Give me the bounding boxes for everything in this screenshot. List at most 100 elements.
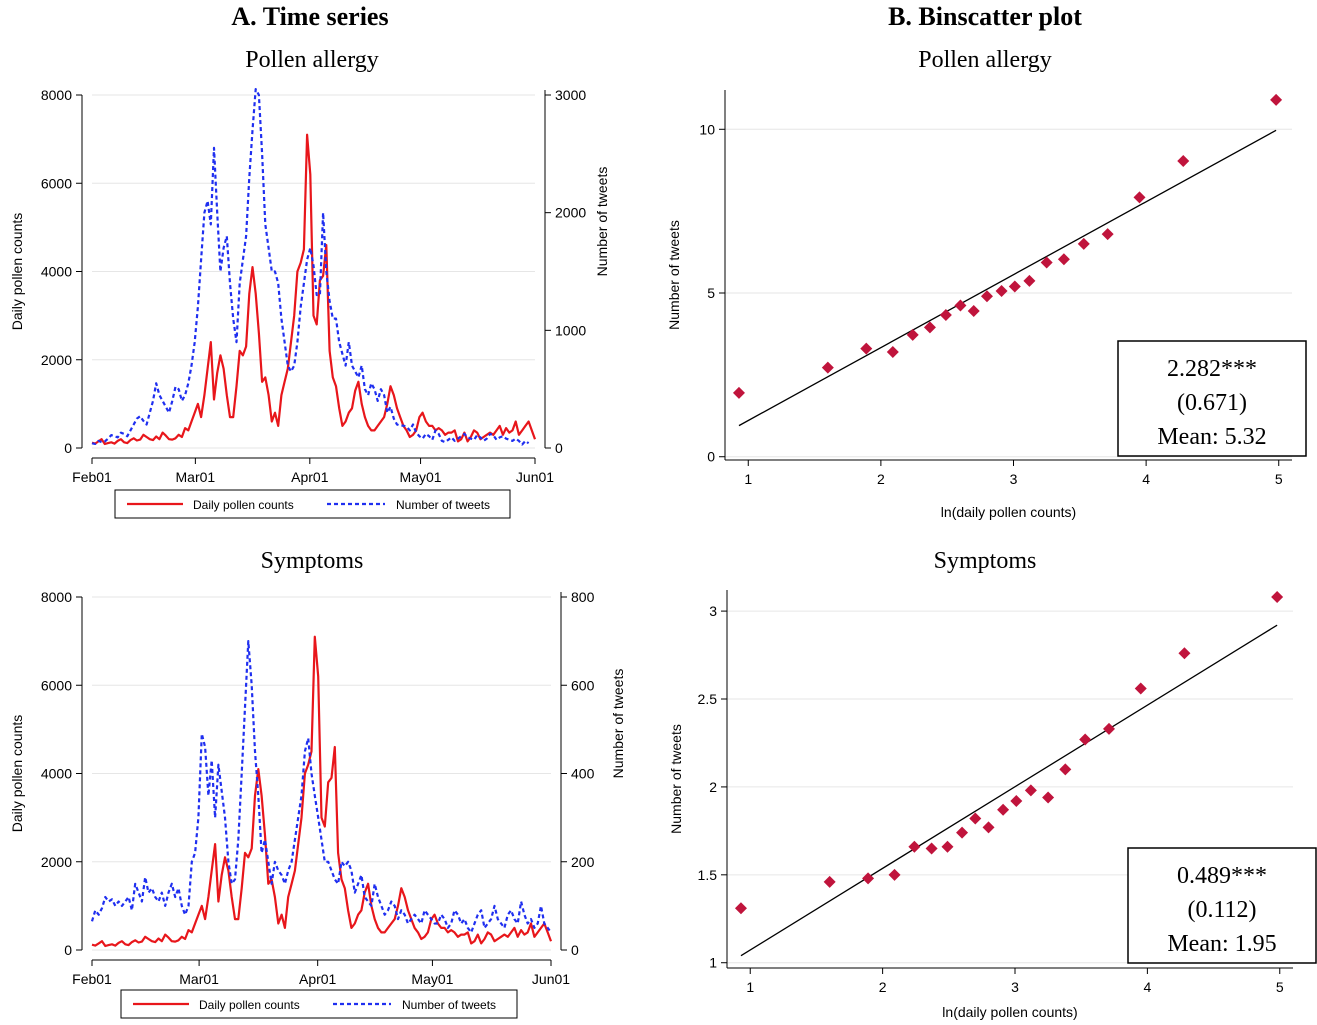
scatter-point (1079, 733, 1092, 746)
y2-axis-label: Number of tweets (594, 167, 610, 277)
scatter-point (734, 902, 747, 915)
annotation-se: (0.671) (1177, 390, 1247, 416)
y-tick-label: 6000 (41, 175, 72, 191)
y2-tick-label: 1000 (555, 322, 586, 338)
y-tick-label: 8000 (41, 87, 72, 103)
x-tick-label: 2 (879, 979, 887, 995)
legend-label-pollen: Daily pollen counts (193, 498, 294, 512)
scatter-point (1270, 93, 1283, 106)
series-line-tweets (90, 639, 552, 934)
scatter-point (1042, 791, 1055, 804)
scatter-point (1024, 784, 1037, 797)
scatter-point (1008, 280, 1021, 293)
legend-label-tweets: Number of tweets (402, 998, 496, 1012)
scatter-point (1101, 228, 1114, 241)
y2-tick-label: 400 (571, 766, 595, 782)
y2-tick-label: 600 (571, 677, 595, 693)
scatter-point (906, 328, 919, 341)
scatter-point (1178, 647, 1191, 660)
panel-b-header: B. Binscatter plot (888, 2, 1082, 31)
scatter-point (980, 290, 993, 303)
scatter-point (997, 803, 1010, 816)
x-tick-label: Mar01 (179, 971, 219, 987)
y2-tick-label: 3000 (555, 87, 586, 103)
y2-tick-label: 0 (571, 942, 579, 958)
y-tick-label: 0 (64, 440, 72, 456)
scatter-point (1040, 256, 1053, 269)
scatter-point (821, 361, 834, 374)
scatter-point (908, 840, 921, 853)
x-tick-label: 5 (1276, 979, 1284, 995)
series-line-pollen (91, 133, 537, 446)
x-tick-label: 1 (746, 979, 754, 995)
x-tick-label: Apr01 (299, 971, 337, 987)
legend-label-tweets: Number of tweets (396, 498, 490, 512)
scatter-point (1102, 722, 1115, 735)
y-tick-label: 4000 (41, 766, 72, 782)
annotation-mean: Mean: 5.32 (1157, 424, 1266, 450)
x-tick-label: 1 (744, 471, 752, 487)
annotation-box (1117, 340, 1307, 457)
scatter-point (995, 285, 1008, 298)
scatter-point (823, 875, 836, 888)
annotation-box (1127, 847, 1317, 964)
series-line-pollen (91, 635, 553, 948)
scatter-point (732, 386, 745, 399)
x-tick-label: Jun01 (516, 469, 554, 485)
scatter-point (967, 305, 980, 318)
x-tick-label: 4 (1142, 471, 1150, 487)
scatter-point (1010, 794, 1023, 807)
y-tick-label: 2 (709, 779, 717, 795)
x-tick-label: Jun01 (532, 971, 570, 987)
scatter-point (1134, 682, 1147, 695)
scatter-point (1133, 191, 1146, 204)
scatter-point (941, 840, 954, 853)
x-tick-label: 5 (1275, 471, 1283, 487)
y-axis-label: Daily pollen counts (9, 715, 25, 833)
subplot-title: Symptoms (934, 548, 1037, 574)
x-tick-label: 3 (1011, 979, 1019, 995)
scatter-point (939, 308, 952, 321)
x-tick-label: Feb01 (72, 971, 112, 987)
y2-axis-label: Number of tweets (610, 669, 626, 779)
x-tick-label: 4 (1143, 979, 1151, 995)
fit-line (740, 624, 1278, 957)
scatter-point (1077, 237, 1090, 250)
x-tick-label: Mar01 (176, 469, 216, 485)
y-tick-label: 1 (709, 955, 717, 971)
annotation-coef: 0.489*** (1177, 863, 1267, 889)
scatter-point (925, 842, 938, 855)
scatter-point (982, 821, 995, 834)
x-tick-label: 3 (1010, 471, 1018, 487)
scatter-point (1271, 591, 1284, 604)
scatter-point (954, 299, 967, 312)
y-axis-label: Daily pollen counts (9, 213, 25, 331)
scatter-point (1059, 763, 1072, 776)
scatter-point (956, 826, 969, 839)
y-axis-label: Number of tweets (668, 724, 684, 834)
scatter-point (1023, 274, 1036, 287)
subplot-title: Pollen allergy (918, 47, 1052, 73)
y2-tick-label: 2000 (555, 205, 586, 221)
subplot-title: Pollen allergy (245, 47, 379, 73)
y2-tick-label: 200 (571, 854, 595, 870)
y-tick-label: 4000 (41, 264, 72, 280)
x-tick-label: May01 (411, 971, 453, 987)
x-axis-label: ln(daily pollen counts) (941, 504, 1076, 520)
annotation-coef: 2.282*** (1167, 356, 1257, 382)
y-tick-label: 5 (707, 285, 715, 301)
y-tick-label: 1.5 (698, 867, 718, 883)
fit-line (738, 129, 1277, 427)
y-tick-label: 2.5 (698, 691, 718, 707)
scatter-point (1177, 155, 1190, 168)
y-tick-label: 2000 (41, 352, 72, 368)
subplot-title: Symptoms (261, 548, 364, 574)
annotation-mean: Mean: 1.95 (1167, 931, 1276, 957)
x-tick-label: May01 (400, 469, 442, 485)
scatter-point (923, 321, 936, 334)
y-tick-label: 0 (707, 449, 715, 465)
y-tick-label: 8000 (41, 589, 72, 605)
y-tick-label: 6000 (41, 677, 72, 693)
panel-a-header: A. Time series (231, 2, 389, 31)
